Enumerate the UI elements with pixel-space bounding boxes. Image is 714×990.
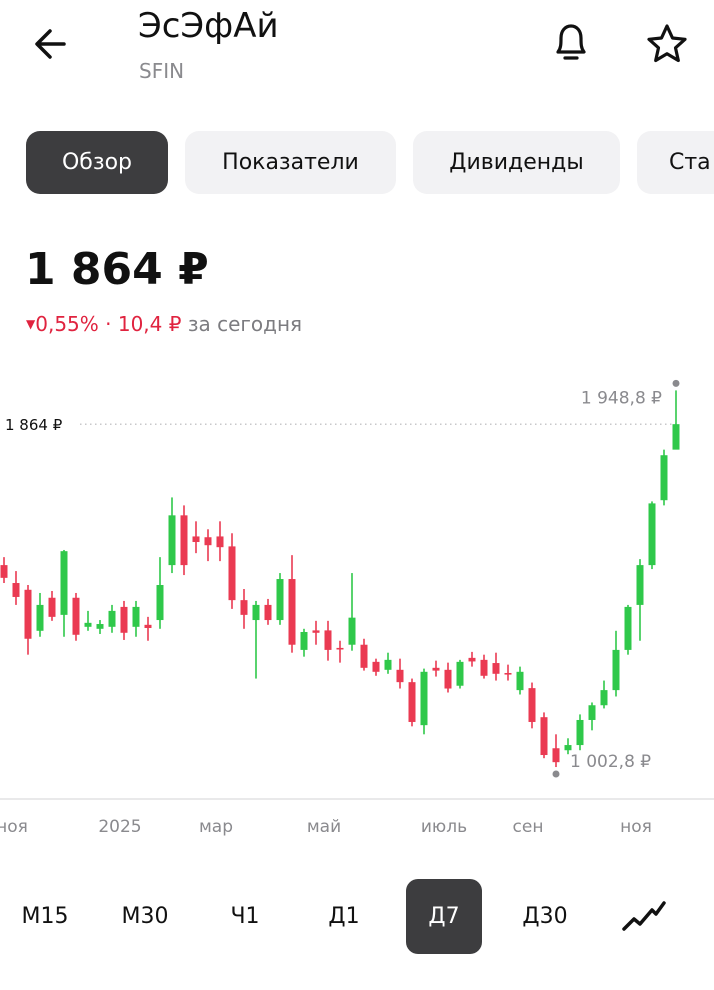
timeframe[interactable]: Д30 bbox=[522, 904, 568, 929]
candle-body bbox=[132, 606, 140, 627]
candle-body bbox=[300, 631, 308, 650]
candle-body bbox=[84, 622, 92, 627]
candle-body bbox=[12, 583, 20, 597]
down-arrow: ▼ bbox=[26, 317, 36, 331]
candle-body bbox=[480, 659, 488, 676]
x-tick-label: май bbox=[307, 817, 341, 837]
candle-body bbox=[288, 579, 296, 645]
period: за сегодня bbox=[187, 312, 303, 336]
candle-body bbox=[120, 606, 128, 633]
extreme-dot bbox=[672, 379, 680, 387]
candle-body bbox=[312, 630, 320, 633]
x-tick-label: ноя bbox=[620, 817, 652, 837]
current-price-label: 1 864 ₽ bbox=[5, 416, 63, 434]
candle-body bbox=[48, 597, 56, 617]
change-abs: 10,4 ₽ bbox=[117, 312, 182, 336]
candle-body bbox=[432, 667, 440, 671]
candle-body bbox=[528, 688, 536, 722]
timeframe[interactable]: Д1 bbox=[328, 904, 360, 929]
timeframe[interactable]: М15 bbox=[21, 904, 69, 929]
x-tick-label: ноя bbox=[0, 817, 28, 837]
star-icon[interactable] bbox=[644, 22, 690, 66]
x-tick-label: 2025 bbox=[98, 817, 141, 837]
ticker: SFIN bbox=[139, 59, 185, 83]
candle-body bbox=[336, 647, 344, 650]
candle-body bbox=[624, 606, 632, 650]
candle-body bbox=[36, 604, 44, 631]
candle-body bbox=[636, 565, 644, 605]
candle-body bbox=[612, 649, 620, 691]
candle-body bbox=[552, 748, 560, 763]
timeframe[interactable]: Д7 bbox=[406, 879, 482, 954]
candle-body bbox=[228, 546, 236, 601]
bell-icon[interactable] bbox=[550, 20, 592, 66]
timeframe[interactable]: Ч1 bbox=[230, 904, 260, 929]
line-chart-toggle[interactable] bbox=[620, 895, 668, 937]
candle-body bbox=[156, 585, 164, 621]
candle-body bbox=[384, 659, 392, 670]
candle-body bbox=[180, 515, 188, 566]
candle-body bbox=[192, 536, 200, 543]
price: 1 864 ₽ bbox=[25, 244, 209, 295]
tab[interactable]: Ста bbox=[637, 131, 714, 194]
candle-body bbox=[468, 657, 476, 662]
tab[interactable]: Показатели bbox=[185, 131, 396, 194]
tab[interactable]: Обзор bbox=[26, 131, 168, 194]
candle-body bbox=[504, 672, 512, 675]
candle-body bbox=[444, 669, 452, 689]
candle-body bbox=[0, 565, 8, 578]
extreme-dot bbox=[552, 770, 560, 778]
candle-body bbox=[564, 745, 572, 751]
candle-body bbox=[324, 630, 332, 650]
chart: 1 864 ₽ ноя 2025 мар май июль сен ноя 1 948,8 ₽ 1… bbox=[0, 379, 714, 837]
candle-body bbox=[360, 644, 368, 668]
candle-body bbox=[60, 551, 68, 615]
candle-body bbox=[600, 690, 608, 706]
candle-body bbox=[144, 624, 152, 629]
timeframe[interactable]: М30 bbox=[121, 904, 169, 929]
candle-body bbox=[576, 719, 584, 746]
candle-body bbox=[204, 537, 212, 546]
candle-body bbox=[96, 624, 104, 629]
candle-body bbox=[24, 589, 32, 639]
candle-body bbox=[108, 610, 116, 627]
x-tick-label: мар bbox=[199, 817, 233, 837]
x-tick-label: июль bbox=[421, 817, 467, 837]
x-tick-label: сен bbox=[513, 817, 544, 837]
candle-body bbox=[456, 661, 464, 686]
candle-body bbox=[660, 455, 668, 501]
candle-body bbox=[516, 671, 524, 691]
candle-body bbox=[420, 671, 428, 726]
candle-body bbox=[396, 669, 404, 683]
change-line: ▼0,55% · 10,4 ₽ за сегодня bbox=[26, 312, 303, 336]
candle-body bbox=[588, 705, 596, 720]
candle-body bbox=[72, 597, 80, 635]
candle-body bbox=[372, 661, 380, 672]
candle-body bbox=[648, 503, 656, 566]
tab[interactable]: Дивиденды bbox=[413, 131, 620, 194]
extreme-label: 1 948,8 ₽ bbox=[581, 388, 662, 408]
candle-body bbox=[252, 604, 260, 621]
back-button[interactable] bbox=[30, 24, 70, 64]
candle-body bbox=[276, 579, 284, 621]
change-percent: 0,55% bbox=[35, 312, 99, 336]
candle-body bbox=[672, 424, 680, 450]
candle-body bbox=[540, 717, 548, 756]
candle-body bbox=[408, 682, 416, 722]
candle-body bbox=[240, 600, 248, 615]
candle-body bbox=[348, 617, 356, 645]
candle-body bbox=[492, 663, 500, 674]
title: ЭсЭфАй bbox=[138, 6, 279, 46]
candle-body bbox=[168, 515, 176, 566]
candle-body bbox=[264, 604, 272, 621]
extreme-label: 1 002,8 ₽ bbox=[570, 752, 651, 772]
candle-body bbox=[216, 536, 224, 548]
